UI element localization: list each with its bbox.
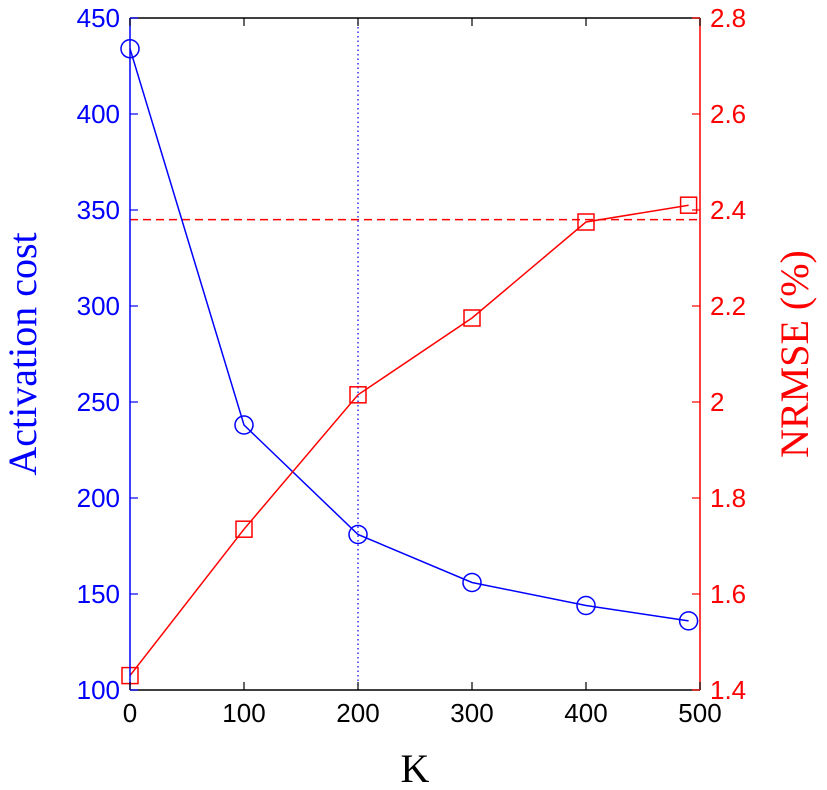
circle-marker	[348, 524, 368, 545]
left-y-tick-label: 400	[77, 99, 120, 129]
x-tick-label: 200	[336, 698, 379, 728]
square-marker	[235, 520, 253, 538]
left-y-tick-label: 300	[77, 291, 120, 321]
series-line	[129, 48, 689, 622]
circle-marker	[576, 595, 596, 616]
circle-marker	[462, 572, 482, 593]
left-y-tick-label: 350	[77, 195, 120, 225]
right-y-tick-label: 2	[710, 387, 724, 417]
circle-marker	[678, 611, 699, 631]
left-y-tick-label: 200	[77, 483, 120, 513]
series-layer	[120, 38, 699, 685]
left-axis-title: Activation cost	[0, 232, 45, 475]
x-tick-label: 300	[450, 698, 493, 728]
square-marker	[679, 196, 698, 214]
x-tick-label: 0	[123, 698, 137, 728]
circle-marker	[234, 415, 254, 435]
right-y-tick-label: 1.6	[710, 579, 746, 609]
left-y-tick-label: 150	[77, 579, 120, 609]
right-y-tick-label: 2.8	[710, 3, 746, 33]
x-tick-label: 100	[222, 698, 265, 728]
right-y-tick-label: 2.6	[710, 99, 746, 129]
plot-area	[130, 18, 700, 690]
left-y-tick-label: 100	[77, 675, 120, 705]
series-2	[121, 196, 698, 685]
series-1	[120, 38, 699, 631]
ticks: 0 100 200 300 400 500100150200250300350400450…	[77, 3, 747, 728]
right-y-tick-label: 1.4	[710, 675, 746, 705]
right-y-tick-label: 2.2	[710, 291, 746, 321]
axes	[129, 17, 701, 691]
square-marker	[463, 309, 481, 327]
x-axis-title: K	[401, 746, 430, 790]
right-y-tick-label: 2.4	[710, 195, 746, 225]
square-marker	[577, 213, 595, 231]
x-tick-label: 500	[678, 698, 721, 728]
square-marker	[349, 386, 367, 404]
left-y-tick-label: 250	[77, 387, 120, 417]
right-axis-title: NRMSE (%)	[772, 250, 817, 458]
right-y-tick-label: 1.8	[710, 483, 746, 513]
left-y-tick-label: 450	[77, 3, 120, 33]
x-tick-label: 400	[564, 698, 607, 728]
series-line	[129, 204, 689, 677]
